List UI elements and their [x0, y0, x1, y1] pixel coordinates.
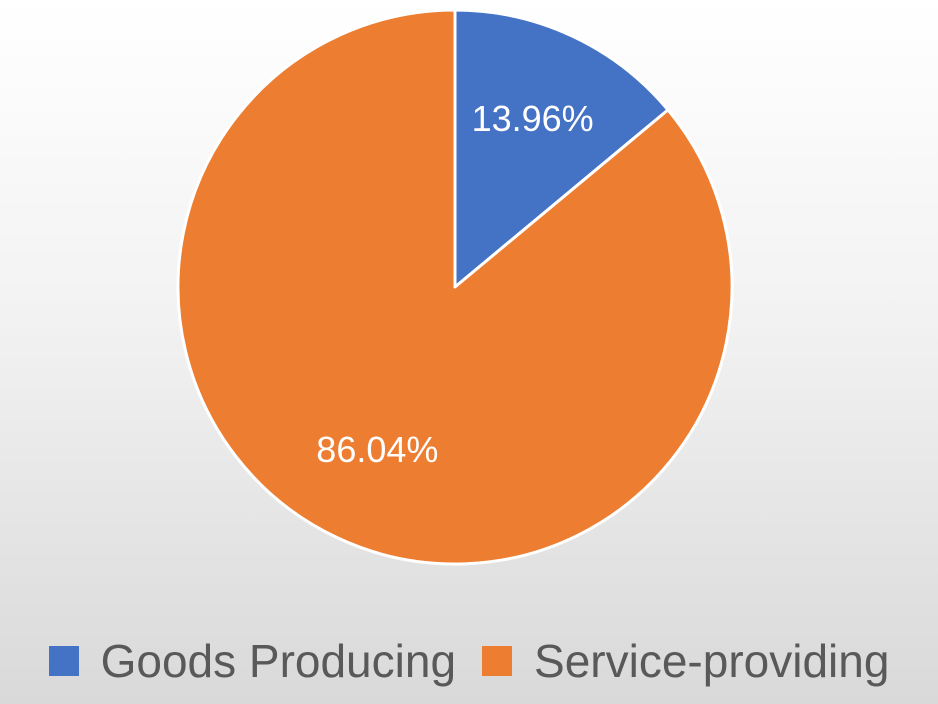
pie-chart: 13.96% 86.04% [176, 8, 734, 566]
legend: Goods Producing Service-providing [0, 618, 938, 704]
legend-label-goods-producing: Goods Producing [100, 635, 457, 687]
data-label-goods-producing: 13.96% [472, 98, 594, 139]
pie-slice-service-providing[interactable] [176, 8, 734, 566]
legend-swatch-goods-producing [48, 646, 79, 676]
legend-item-service-providing[interactable]: Service-providing [482, 638, 889, 684]
legend-item-goods-producing[interactable]: Goods Producing [48, 635, 457, 687]
legend-label-service-providing: Service-providing [534, 635, 890, 687]
pie-slice-goods-producing[interactable] [453, 8, 670, 289]
legend-swatch-service-providing [482, 646, 513, 676]
data-label-service-providing: 86.04% [316, 429, 438, 470]
